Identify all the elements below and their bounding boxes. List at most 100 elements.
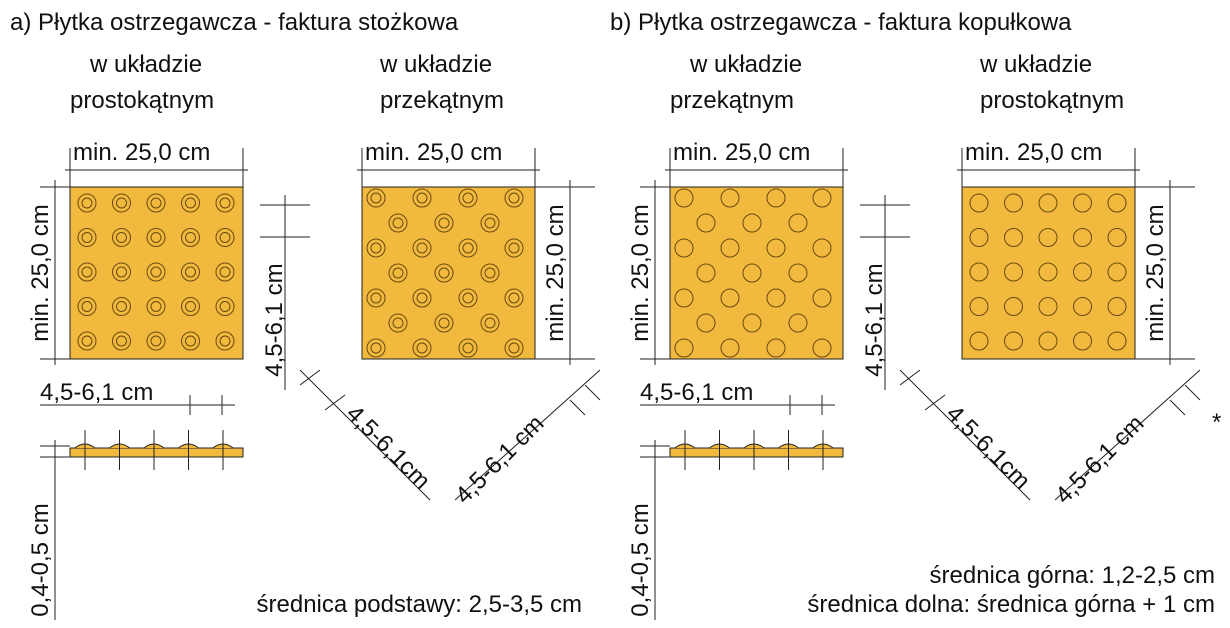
stud (1038, 262, 1058, 282)
stud (742, 263, 762, 283)
stud (1004, 228, 1023, 247)
stud-top (392, 217, 404, 229)
stud-top (438, 317, 450, 329)
stud-top (116, 335, 127, 347)
spacing-diagonal: 4,5-6,1cm (341, 400, 436, 495)
stud-top (416, 192, 428, 204)
stud-top (416, 242, 428, 254)
stud (674, 338, 694, 358)
stud (458, 188, 478, 208)
stud-top (370, 292, 382, 304)
stud (812, 188, 832, 208)
stud-top (219, 266, 231, 278)
panel-title: b) Płytka ostrzegawcza - faktura kopułko… (610, 9, 1072, 36)
tile-width: min. 25,0 cm (365, 139, 502, 166)
stud (434, 313, 454, 333)
stud (412, 338, 432, 358)
stud (112, 193, 131, 213)
note: średnica górna: 1,2-2,5 cm (930, 562, 1215, 589)
dimension-line (924, 394, 946, 411)
thickness: 0,4-0,5 cm (627, 503, 654, 616)
stud (969, 331, 989, 351)
spacing-horizontal: 4,5-6,1 cm (40, 379, 153, 406)
stud (788, 313, 808, 333)
stud (696, 313, 716, 333)
stud (812, 288, 832, 308)
dimension-line (454, 369, 601, 501)
stud (215, 228, 235, 247)
stud (366, 238, 386, 258)
spacing-vertical: 4,5-6,1 cm (261, 263, 288, 376)
stud-top (462, 342, 474, 354)
spacing-horizontal: 4,5-6,1 cm (640, 379, 753, 406)
stud-top (462, 192, 474, 204)
stud-top (81, 301, 93, 312)
dimension-line (569, 399, 586, 416)
stud-top (116, 232, 127, 243)
stud-top (219, 335, 231, 347)
stud (1038, 193, 1058, 213)
stud-top (370, 242, 382, 254)
stud (766, 288, 786, 308)
dimension-line (899, 369, 921, 386)
stud (146, 262, 166, 282)
note: średnica dolna: średnica górna + 1 cm (807, 591, 1215, 618)
stud-top (185, 197, 196, 209)
stud (181, 193, 200, 213)
panel: a) Płytka ostrzegawcza - faktura stożkow… (10, 9, 601, 620)
stud-top (219, 197, 231, 209)
stud-top (508, 292, 520, 304)
stud (112, 262, 131, 282)
stud (696, 213, 716, 233)
stud (458, 288, 478, 308)
stud (480, 213, 500, 233)
stud-top (185, 335, 196, 347)
stud (480, 313, 500, 333)
stud-top (484, 317, 496, 329)
stud (674, 188, 694, 208)
tile (69, 186, 244, 360)
stud (1073, 228, 1092, 247)
stud (458, 338, 478, 358)
panel-title: a) Płytka ostrzegawcza - faktura stożkow… (10, 9, 459, 36)
stud (112, 228, 131, 247)
stud (504, 338, 524, 358)
stud-top (116, 266, 127, 278)
stud (366, 288, 386, 308)
stud-top (81, 266, 93, 278)
stud (720, 188, 740, 208)
stud-top (438, 217, 450, 229)
stud-top (185, 266, 196, 278)
stud (1107, 262, 1127, 282)
stud (766, 188, 786, 208)
tile (669, 186, 844, 360)
dimension-line (1054, 369, 1201, 501)
stud (1004, 331, 1023, 351)
stud (146, 331, 166, 351)
stud-top (370, 342, 382, 354)
stud (146, 228, 166, 247)
stud (112, 331, 131, 351)
stud (1073, 193, 1092, 213)
stud (504, 288, 524, 308)
stud (388, 263, 408, 283)
layout-label: w układzie (979, 51, 1092, 78)
stud (742, 313, 762, 333)
stud-top (462, 242, 474, 254)
dimension-line (1169, 399, 1186, 416)
stud (77, 297, 97, 316)
tile-width: min. 25,0 cm (73, 139, 210, 166)
stud (215, 262, 235, 282)
layout-label: prostokątnym (70, 87, 214, 114)
tile-height: min. 25,0 cm (27, 204, 54, 341)
stud (720, 238, 740, 258)
tile-height: min. 25,0 cm (1142, 204, 1169, 341)
stud-top (81, 232, 93, 243)
stud (766, 238, 786, 258)
stud (1004, 297, 1023, 316)
stud-top (416, 342, 428, 354)
panel: b) Płytka ostrzegawcza - faktura kopułko… (610, 9, 1221, 620)
stud-top (392, 317, 404, 329)
stud (504, 188, 524, 208)
stud (112, 297, 131, 316)
